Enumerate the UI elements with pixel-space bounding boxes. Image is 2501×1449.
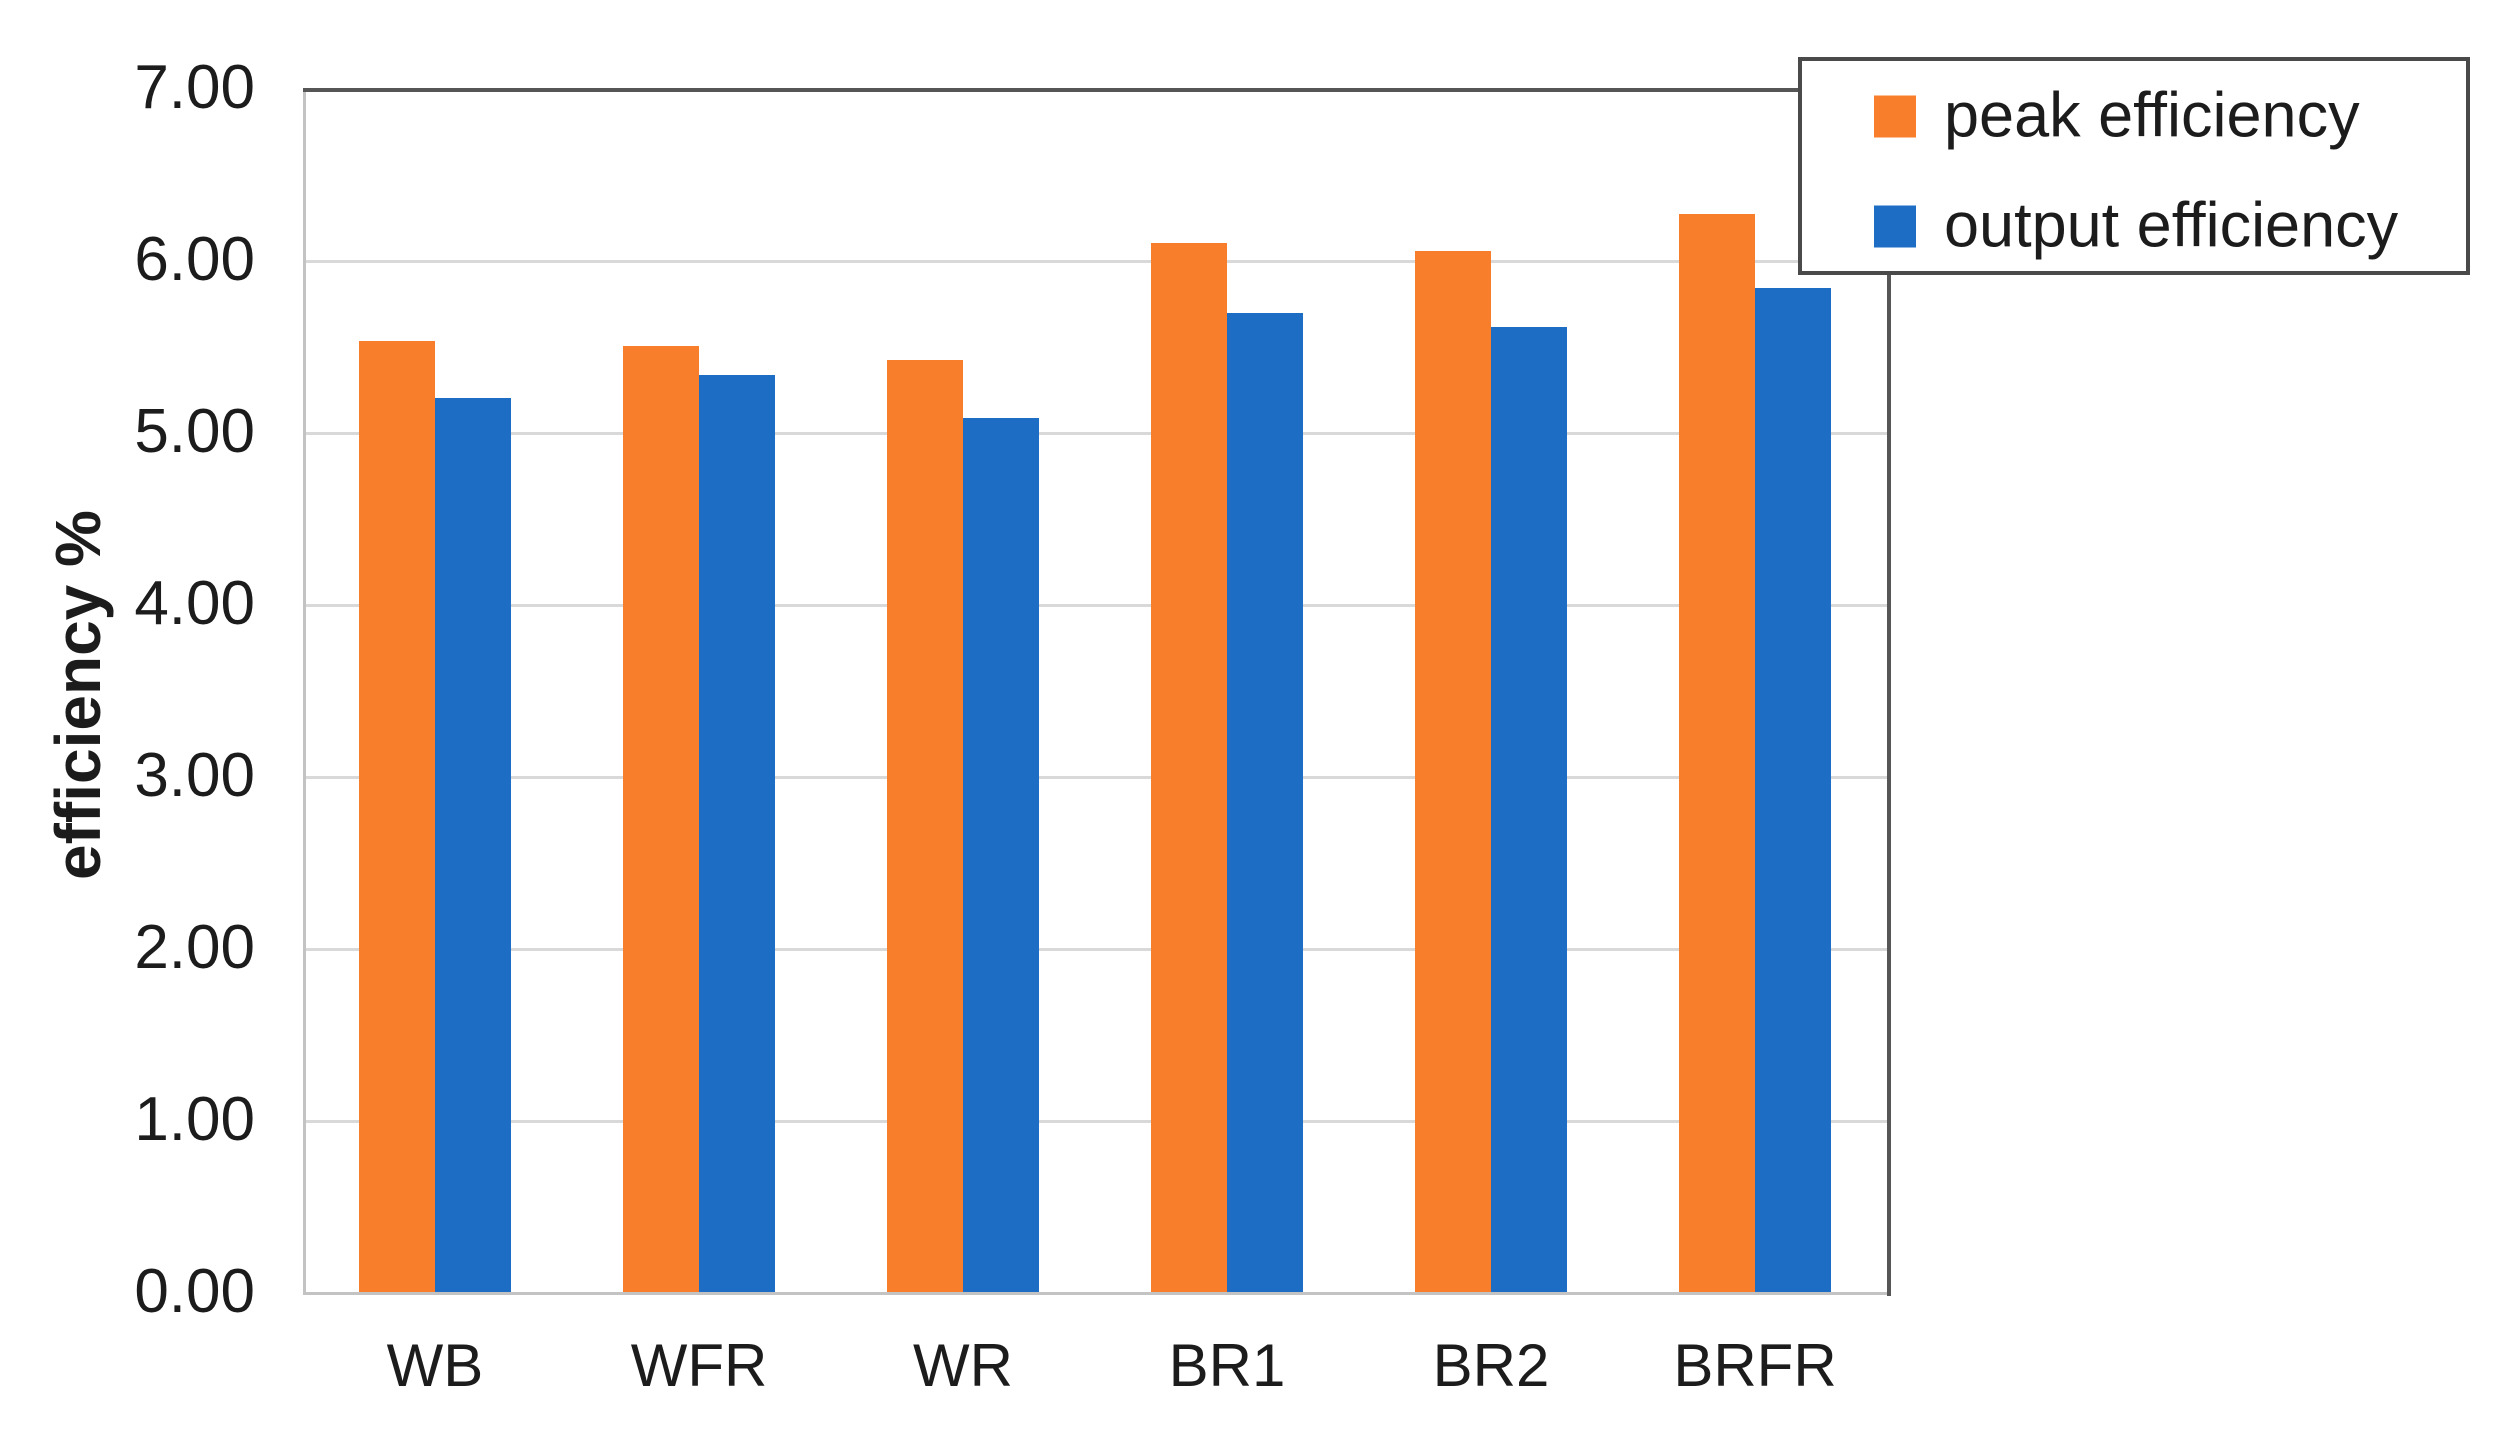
x-category-label-WB: WB bbox=[386, 1332, 484, 1399]
legend-item-output-efficiency: output efficiency bbox=[1874, 190, 2399, 261]
legend-item-peak-efficiency: peak efficiency bbox=[1874, 80, 2360, 151]
y-axis-title: efficiency % bbox=[42, 510, 114, 880]
y-tick-label-5.00: 5.00 bbox=[134, 397, 255, 466]
bar-peak-efficiency-BR1 bbox=[1151, 242, 1227, 1292]
bar-peak-efficiency-WB bbox=[359, 340, 435, 1292]
y-tick-label-3.00: 3.00 bbox=[134, 741, 255, 810]
y-tick-label-6.00: 6.00 bbox=[134, 225, 255, 294]
gridline-3 bbox=[303, 776, 1887, 779]
y-tick-label-0.00: 0.00 bbox=[134, 1257, 255, 1326]
bar-output-efficiency-BR2 bbox=[1491, 327, 1567, 1292]
x-category-label-WR: WR bbox=[913, 1332, 1013, 1399]
bar-peak-efficiency-WR bbox=[887, 359, 963, 1292]
x-category-label-BRFR: BRFR bbox=[1673, 1332, 1837, 1399]
y-tick-label-7.00: 7.00 bbox=[134, 53, 255, 122]
bar-output-efficiency-BRFR bbox=[1755, 287, 1831, 1292]
x-axis-line bbox=[303, 1292, 1891, 1295]
legend-label: output efficiency bbox=[1944, 190, 2399, 261]
y-tick-label-4.00: 4.00 bbox=[134, 569, 255, 638]
y-tick-label-2.00: 2.00 bbox=[134, 913, 255, 982]
x-category-label-BR1: BR1 bbox=[1168, 1332, 1286, 1399]
bar-output-efficiency-WB bbox=[435, 397, 511, 1292]
bar-output-efficiency-BR1 bbox=[1227, 313, 1303, 1292]
bar-peak-efficiency-WFR bbox=[623, 346, 699, 1292]
bar-peak-efficiency-BRFR bbox=[1679, 213, 1755, 1292]
gridline-2 bbox=[303, 948, 1887, 951]
plot-area bbox=[303, 88, 1887, 1292]
bar-output-efficiency-WR bbox=[963, 418, 1039, 1292]
gridline-1 bbox=[303, 1120, 1887, 1123]
gridline-6 bbox=[303, 260, 1887, 263]
gridline-4 bbox=[303, 604, 1887, 607]
legend-swatch-icon bbox=[1874, 205, 1916, 247]
bar-output-efficiency-WFR bbox=[699, 375, 775, 1292]
gridline-5 bbox=[303, 432, 1887, 435]
y-tick-label-1.00: 1.00 bbox=[134, 1085, 255, 1154]
bar-peak-efficiency-BR2 bbox=[1415, 251, 1491, 1292]
y-axis-line bbox=[303, 88, 306, 1295]
x-category-label-BR2: BR2 bbox=[1432, 1332, 1550, 1399]
legend-label: peak efficiency bbox=[1944, 80, 2360, 151]
legend-swatch-icon bbox=[1874, 95, 1916, 137]
x-category-label-WFR: WFR bbox=[630, 1332, 768, 1399]
legend: peak efficiency output efficiency bbox=[1798, 57, 2470, 275]
